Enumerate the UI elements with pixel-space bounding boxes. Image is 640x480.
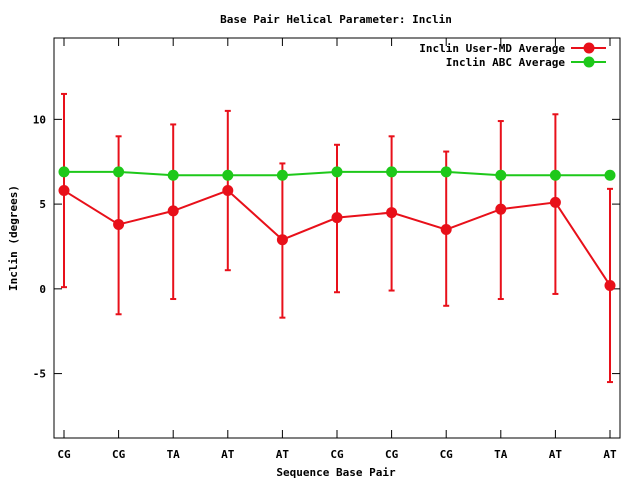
x-tick-label: TA (494, 448, 508, 461)
data-point (604, 279, 616, 291)
x-tick-label: AT (549, 448, 563, 461)
data-point (386, 207, 398, 219)
y-axis: -5 0 5 10 (33, 113, 620, 381)
data-point (440, 166, 452, 178)
data-point (440, 224, 452, 236)
x-tick-label: CG (385, 448, 399, 461)
legend-label: Inclin ABC Average (446, 56, 566, 69)
data-point (113, 218, 125, 230)
x-axis-label: Sequence Base Pair (276, 466, 396, 479)
chart-title: Base Pair Helical Parameter: Inclin (220, 13, 452, 26)
series-2 (58, 166, 616, 181)
data-point (386, 166, 398, 178)
data-point (495, 169, 507, 181)
x-tick-label: AT (221, 448, 235, 461)
data-point (331, 166, 343, 178)
y-tick-label: 10 (33, 113, 46, 126)
data-point (222, 169, 234, 181)
x-tick-label: CG (57, 448, 71, 461)
data-point (276, 169, 288, 181)
legend-label: Inclin User-MD Average (419, 42, 565, 55)
y-axis-label: Inclin (degrees) (7, 185, 20, 291)
data-point (167, 169, 179, 181)
data-point (276, 234, 288, 246)
legend-marker (583, 42, 595, 54)
x-tick-label: CG (330, 448, 344, 461)
series-layer (58, 92, 616, 384)
y-tick-label: 0 (39, 283, 46, 296)
data-point (495, 203, 507, 215)
x-axis: CG CG TA AT AT CG CG CG TA AT AT (57, 38, 617, 461)
data-point (58, 166, 70, 178)
data-point (222, 185, 234, 197)
x-tick-label: AT (603, 448, 617, 461)
data-point (58, 185, 70, 197)
series-1 (58, 92, 616, 384)
y-tick-label: -5 (33, 368, 46, 381)
x-tick-label: CG (440, 448, 454, 461)
data-point (331, 212, 343, 224)
data-point (113, 166, 125, 178)
x-tick-label: AT (276, 448, 290, 461)
data-point (167, 205, 179, 217)
data-point (604, 169, 616, 181)
data-point (549, 169, 561, 181)
legend-marker (583, 56, 595, 68)
data-point (549, 196, 561, 208)
x-tick-label: CG (112, 448, 126, 461)
y-tick-label: 5 (39, 198, 46, 211)
x-tick-label: TA (167, 448, 181, 461)
